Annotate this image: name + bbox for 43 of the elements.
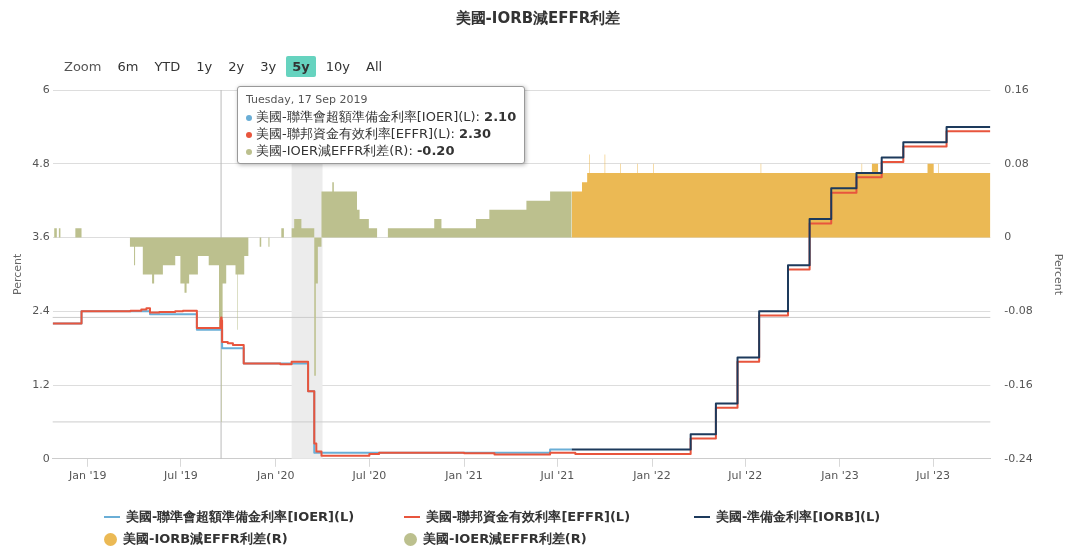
- x-tick-label: Jul '22: [727, 469, 763, 483]
- y2-tick-label: 0.16: [1004, 82, 1029, 96]
- x-tick-label: Jul '20: [351, 469, 387, 483]
- text: YTD: [153, 58, 182, 76]
- x-tick-label: Jul '21: [539, 469, 575, 483]
- x-tick-label: Jan '22: [632, 469, 671, 483]
- y2-tick-label: -0.24: [1004, 451, 1033, 465]
- y2-tick-label: 0.08: [1004, 156, 1029, 170]
- y-axis-title: Percent: [11, 253, 25, 296]
- x-tick-label: Jan '19: [67, 469, 107, 483]
- legend-label: 美國-聯邦資金有效利率[EFFR](L): [426, 508, 631, 526]
- y2-axis-title: Percent: [1051, 253, 1065, 296]
- legend-label: 美國-IORB減EFFR利差(R): [123, 530, 288, 548]
- y-tick-label: 2.4: [32, 304, 50, 318]
- legend-label: 美國-準備金利率[IORB](L): [716, 508, 881, 526]
- x-tick-label: Jul '19: [163, 469, 198, 483]
- y2-tick-label: 0: [1004, 230, 1012, 244]
- annotation: 美國-IOER減EFFR利差(R): -0.20: [256, 143, 455, 158]
- y-tick-label: 4.8: [32, 156, 50, 170]
- text: All: [365, 58, 384, 76]
- y-tick-label: 1.2: [32, 377, 50, 391]
- y-tick-label: 6: [42, 82, 50, 96]
- y-tick-label: 3.6: [32, 230, 50, 244]
- x-tick-label: Jan '21: [444, 469, 483, 483]
- annotation: 美國-聯準會超額準備金利率[IOER](L): 2.10: [256, 109, 517, 124]
- text: 2y: [227, 58, 246, 76]
- x-tick-label: Jul '23: [915, 469, 951, 483]
- x-tick-label: Jan '20: [255, 469, 295, 483]
- y2-tick-label: -0.08: [1004, 304, 1033, 318]
- text: Zoom: [63, 58, 103, 76]
- legend-label: 美國-聯準會超額準備金利率[IOER](L): [126, 508, 355, 526]
- text: 6m: [116, 58, 140, 76]
- text: 5y: [286, 56, 316, 77]
- x-tick-label: Jan '23: [820, 469, 859, 483]
- legend-label: 美國-IOER減EFFR利差(R): [423, 530, 587, 548]
- annotation: Tuesday, 17 Sep 2019: [246, 92, 369, 108]
- annotation: 美國-聯邦資金有效利率[EFFR](L): 2.30: [256, 126, 492, 141]
- y2-tick-label: -0.16: [1004, 377, 1033, 391]
- text: 10y: [324, 58, 351, 76]
- y-tick-label: 0: [42, 451, 50, 465]
- text: 1y: [195, 58, 214, 76]
- text: 3y: [259, 58, 278, 76]
- chart-title: 美國-IORB減EFFR利差: [454, 8, 621, 27]
